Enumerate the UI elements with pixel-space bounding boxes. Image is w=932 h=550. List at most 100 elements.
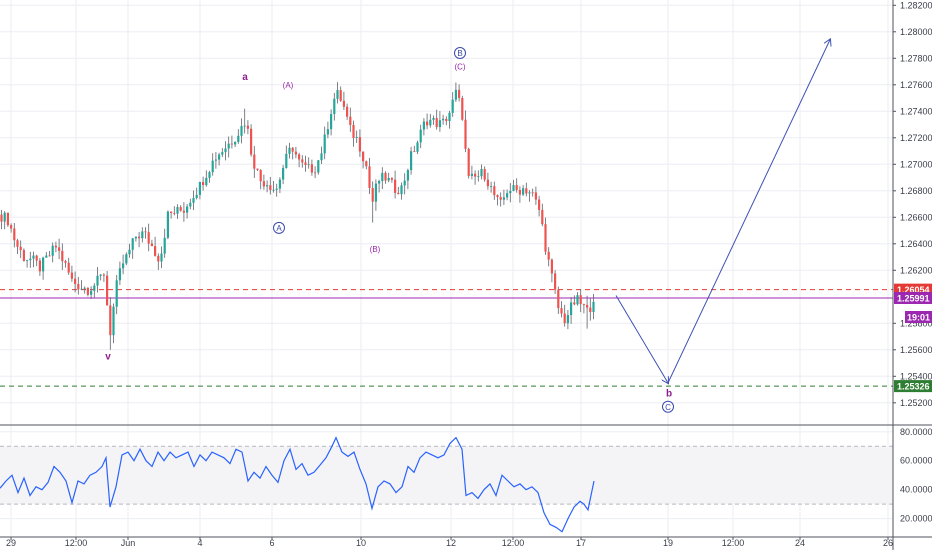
candle-body[interactable] bbox=[29, 258, 32, 261]
candle-body[interactable] bbox=[141, 231, 144, 239]
candle-body[interactable] bbox=[570, 302, 573, 316]
candle-body[interactable] bbox=[163, 237, 166, 254]
candle-body[interactable] bbox=[541, 209, 544, 225]
candle-body[interactable] bbox=[230, 143, 233, 145]
candle-body[interactable] bbox=[346, 106, 349, 117]
candle-body[interactable] bbox=[262, 181, 265, 187]
candle-body[interactable] bbox=[208, 172, 211, 178]
projection-segment[interactable] bbox=[615, 295, 668, 382]
candle-body[interactable] bbox=[534, 192, 537, 200]
candle-body[interactable] bbox=[474, 173, 477, 177]
candle-body[interactable] bbox=[96, 275, 99, 286]
candle-body[interactable] bbox=[243, 125, 246, 127]
candle-body[interactable] bbox=[301, 159, 304, 163]
candle-body[interactable] bbox=[150, 243, 153, 247]
candle-body[interactable] bbox=[19, 246, 22, 251]
candle-body[interactable] bbox=[592, 301, 595, 313]
candle-body[interactable] bbox=[58, 247, 61, 251]
candle-body[interactable] bbox=[70, 272, 73, 279]
candle-body[interactable] bbox=[211, 160, 214, 173]
candle-body[interactable] bbox=[429, 119, 432, 126]
candle-body[interactable] bbox=[234, 141, 237, 145]
candle-body[interactable] bbox=[422, 121, 425, 130]
candle-body[interactable] bbox=[74, 278, 77, 284]
candle-body[interactable] bbox=[90, 290, 93, 295]
candle-body[interactable] bbox=[368, 166, 371, 189]
candle-body[interactable] bbox=[371, 188, 374, 202]
candle-body[interactable] bbox=[314, 172, 317, 174]
candle-body[interactable] bbox=[362, 151, 365, 162]
projection-path[interactable] bbox=[615, 40, 830, 383]
candle-body[interactable] bbox=[490, 186, 493, 188]
candle-body[interactable] bbox=[147, 232, 150, 244]
candle-body[interactable] bbox=[26, 260, 29, 261]
candle-body[interactable] bbox=[131, 238, 134, 250]
candle-body[interactable] bbox=[61, 250, 64, 262]
candle-body[interactable] bbox=[227, 143, 230, 149]
candle-body[interactable] bbox=[106, 275, 109, 306]
candle-body[interactable] bbox=[198, 181, 201, 195]
candle-body[interactable] bbox=[499, 197, 502, 200]
candle-body[interactable] bbox=[10, 225, 13, 229]
candle-body[interactable] bbox=[342, 100, 345, 107]
candle-body[interactable] bbox=[448, 112, 451, 122]
candle-body[interactable] bbox=[64, 261, 67, 263]
candle-body[interactable] bbox=[566, 315, 569, 324]
candle-body[interactable] bbox=[461, 97, 464, 120]
candle-body[interactable] bbox=[115, 280, 118, 307]
candle-body[interactable] bbox=[557, 289, 560, 309]
candle-body[interactable] bbox=[390, 177, 393, 180]
candle-body[interactable] bbox=[16, 240, 19, 247]
time-axis[interactable]: 29 12:00 Jun 4 6 10 12 12:00 17 19 12:00 24 26 bbox=[6, 537, 893, 548]
candle-body[interactable] bbox=[384, 172, 387, 181]
candle-body[interactable] bbox=[458, 89, 461, 98]
candle-body[interactable] bbox=[579, 295, 582, 305]
candle-body[interactable] bbox=[278, 179, 281, 189]
candle-body[interactable] bbox=[35, 255, 38, 261]
candle-body[interactable] bbox=[397, 192, 400, 195]
candle-body[interactable] bbox=[317, 160, 320, 173]
candle-body[interactable] bbox=[22, 250, 25, 261]
candle-body[interactable] bbox=[451, 99, 454, 113]
candle-body[interactable] bbox=[166, 211, 169, 238]
candle-body[interactable] bbox=[518, 189, 521, 195]
candle-body[interactable] bbox=[531, 192, 534, 194]
candle-body[interactable] bbox=[256, 168, 259, 170]
candle-body[interactable] bbox=[237, 135, 240, 142]
candle-body[interactable] bbox=[0, 214, 3, 222]
candle-body[interactable] bbox=[381, 172, 384, 182]
candle-body[interactable] bbox=[378, 181, 381, 184]
candle-body[interactable] bbox=[170, 211, 173, 213]
candle-body[interactable] bbox=[333, 98, 336, 115]
candle-body[interactable] bbox=[323, 134, 326, 154]
candle-body[interactable] bbox=[282, 167, 285, 180]
candle-body[interactable] bbox=[3, 212, 6, 222]
candle-body[interactable] bbox=[445, 118, 448, 122]
candle-body[interactable] bbox=[205, 177, 208, 186]
candle-body[interactable] bbox=[77, 283, 80, 290]
candle-body[interactable] bbox=[410, 151, 413, 171]
candle-body[interactable] bbox=[413, 151, 416, 153]
candle-body[interactable] bbox=[403, 180, 406, 186]
candle-body[interactable] bbox=[573, 302, 576, 305]
candle-body[interactable] bbox=[176, 207, 179, 214]
candle-body[interactable] bbox=[582, 304, 585, 305]
candle-body[interactable] bbox=[80, 288, 83, 290]
candle-body[interactable] bbox=[45, 255, 48, 258]
candle-body[interactable] bbox=[355, 137, 358, 138]
candle-body[interactable] bbox=[454, 89, 457, 100]
candle-body[interactable] bbox=[374, 183, 377, 202]
candle-body[interactable] bbox=[266, 185, 269, 187]
candle-body[interactable] bbox=[442, 118, 445, 121]
candle-body[interactable] bbox=[547, 251, 550, 260]
candle-body[interactable] bbox=[109, 305, 112, 336]
candle-body[interactable] bbox=[304, 162, 307, 165]
candle-body[interactable] bbox=[419, 129, 422, 143]
candle-body[interactable] bbox=[67, 262, 70, 273]
candle-body[interactable] bbox=[493, 186, 496, 196]
candle-body[interactable] bbox=[189, 202, 192, 207]
candle-body[interactable] bbox=[339, 90, 342, 101]
candle-body[interactable] bbox=[506, 193, 509, 198]
candle-body[interactable] bbox=[269, 185, 272, 190]
